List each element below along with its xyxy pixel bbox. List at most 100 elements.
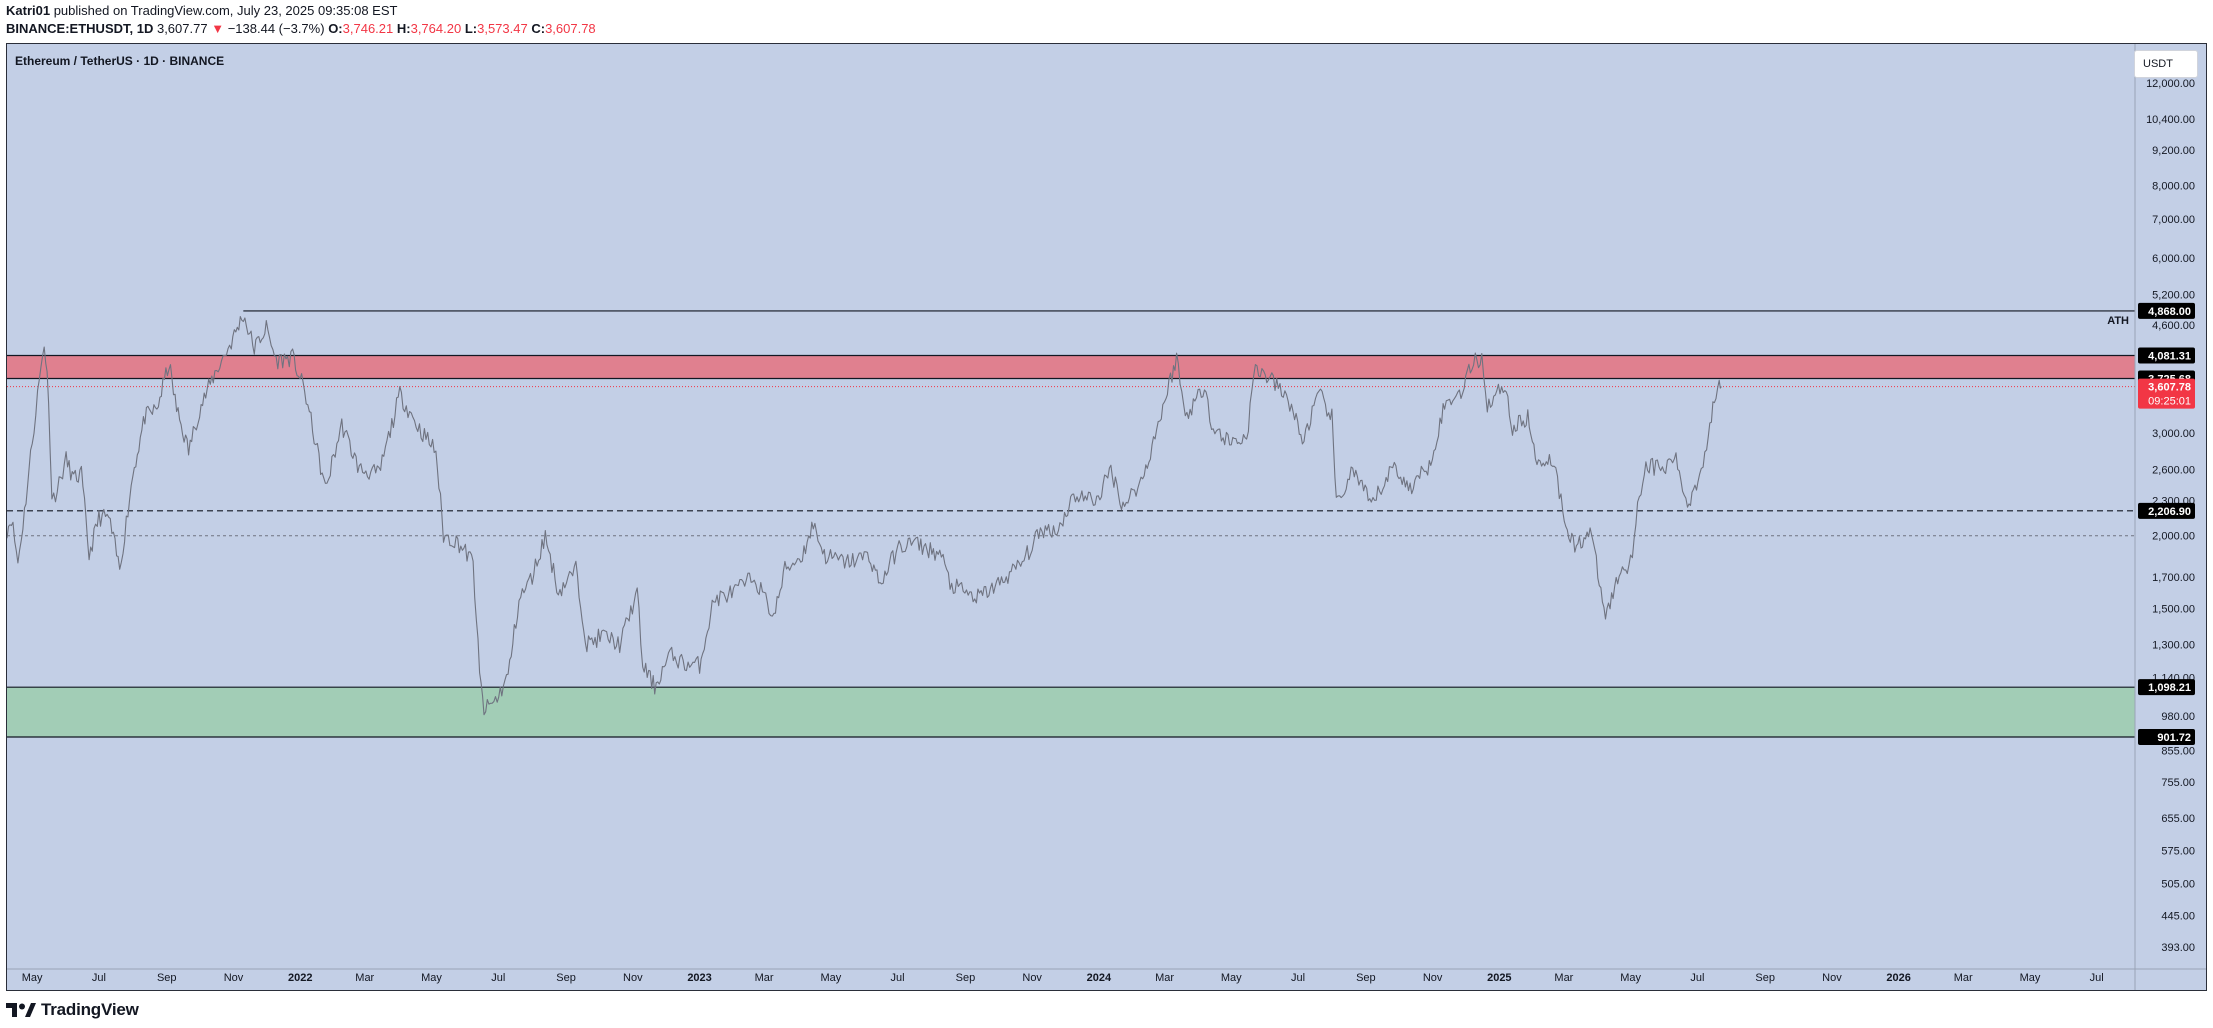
time-tick-label: Sep: [1755, 972, 1775, 984]
publish-header: Katri01 published on TradingView.com, Ju…: [6, 2, 1306, 38]
price-tick-label: 7,000.00: [2152, 214, 2195, 226]
time-tick-label: May: [421, 972, 442, 984]
time-tick-label: Mar: [755, 972, 774, 984]
series-layer: [7, 316, 1722, 716]
levels-layer: ATH: [7, 310, 2135, 738]
price-tick-label: 5,200.00: [2152, 289, 2195, 301]
level-tag-label: 2,206.90: [2148, 506, 2191, 518]
high-label: H:: [396, 21, 411, 36]
ath-annotation: ATH: [2107, 315, 2129, 327]
time-tick-label: Jul: [491, 972, 505, 984]
resistance-zone: [7, 355, 2135, 379]
price-tick-label: 855.00: [2161, 745, 2195, 757]
time-tick-label: Jul: [891, 972, 905, 984]
level-tag: [2138, 679, 2195, 696]
price-change: −138.44 (−3.7%): [227, 21, 325, 36]
time-tick-label: Nov: [224, 972, 244, 984]
down-arrow-icon: ▼: [211, 21, 225, 36]
price-tick-label: 6,000.00: [2152, 253, 2195, 265]
time-tick-label: Sep: [1356, 972, 1376, 984]
price-axis-layer: 12,000.00 10,400.00 9,200.00 8,000.00 7,000.…: [2134, 44, 2195, 990]
time-tick-label: Jul: [2090, 972, 2104, 984]
time-tick-label: Sep: [556, 972, 576, 984]
time-tick-label: Jul: [92, 972, 106, 984]
last-price: 3,607.77: [156, 21, 208, 36]
time-tick-label: Jul: [1690, 972, 1704, 984]
tradingview-logo-text: TradingView: [41, 1000, 139, 1019]
time-tick-label: May: [2020, 972, 2041, 984]
time-tick-label: May: [820, 972, 841, 984]
currency-button[interactable]: USDT: [2134, 50, 2198, 78]
price-tick-label: 980.00: [2161, 711, 2195, 723]
publish-line: Katri01 published on TradingView.com, Ju…: [6, 2, 1306, 20]
support-zone: [7, 687, 2135, 737]
ohlc-line: BINANCE:ETHUSDT, 1D 3,607.77 ▼ −138.44 (…: [6, 20, 1306, 38]
author-name[interactable]: Katri01: [6, 3, 51, 18]
level-tag: [2138, 502, 2195, 519]
close-value: 3,607.78: [545, 21, 596, 36]
price-tick-label: 4,600.00: [2152, 320, 2195, 332]
time-tick-label: Mar: [1155, 972, 1174, 984]
price-tick-label: 9,200.00: [2152, 145, 2195, 157]
time-tick-label: Jul: [1291, 972, 1305, 984]
time-tick-label: Mar: [1954, 972, 1973, 984]
last-price-tag-label: 3,607.78: [2148, 382, 2191, 394]
published-text: published on TradingView.com, July 23, 2…: [53, 3, 398, 18]
time-tick-label: Nov: [1423, 972, 1443, 984]
price-tick-label: 755.00: [2161, 777, 2195, 789]
time-tick-label: 2024: [1087, 972, 1112, 984]
time-tick-label: 2023: [687, 972, 711, 984]
low-label: L:: [464, 21, 478, 36]
time-tick-label: Nov: [1822, 972, 1842, 984]
price-tick-label: 1,300.00: [2152, 640, 2195, 652]
price-tick-label: 393.00: [2161, 942, 2195, 954]
price-tick-label: 1,500.00: [2152, 603, 2195, 615]
level-tag-label: 901.72: [2157, 732, 2191, 744]
level-tag: [2138, 347, 2195, 364]
time-tick-label: Mar: [1554, 972, 1573, 984]
price-tags-layer: 4,868.004,081.313,725.682,206.901,098.21…: [2138, 302, 2195, 745]
close-label: C:: [531, 21, 546, 36]
time-tick-label: May: [22, 972, 43, 984]
time-tick-label: 2022: [288, 972, 312, 984]
level-tag-label: 4,868.00: [2148, 306, 2191, 318]
time-tick-label: 2025: [1487, 972, 1511, 984]
price-tick-label: 3,000.00: [2152, 428, 2195, 440]
time-tick-label: Nov: [623, 972, 643, 984]
price-tick-label: 8,000.00: [2152, 180, 2195, 192]
price-chart[interactable]: ATH 12,000.00 10,400.00 9,200.00 8,000.00 7,…: [7, 44, 2206, 990]
price-tick-label: 505.00: [2161, 878, 2195, 890]
price-tick-label: 10,400.00: [2146, 114, 2195, 126]
ethusdt-price-series: [7, 316, 1722, 716]
chart-title: Ethereum / TetherUS · 1D · BINANCE: [15, 54, 225, 68]
time-tick-label: Sep: [956, 972, 976, 984]
level-tag: [2138, 728, 2195, 745]
price-tick-label: 655.00: [2161, 813, 2195, 825]
price-tick-label: 2,000.00: [2152, 531, 2195, 543]
low-value: 3,573.47: [477, 21, 528, 36]
price-tick-label: 575.00: [2161, 846, 2195, 858]
time-tick-label: 2026: [1886, 972, 1910, 984]
time-tick-label: Sep: [157, 972, 177, 984]
zones-layer: [7, 355, 2135, 737]
tradingview-logo-icon: [6, 1003, 36, 1017]
level-tag-label: 1,098.21: [2148, 682, 2191, 694]
last-price-tag: [2138, 378, 2195, 409]
open-label: O:: [328, 21, 343, 36]
time-axis-layer: May Jul Sep Nov 2022 Mar May Jul Sep Nov 2023 Mar Ma…: [7, 968, 2206, 984]
level-tag-label: 4,081.31: [2148, 350, 2191, 362]
symbol-label: BINANCE:ETHUSDT, 1D: [6, 21, 154, 36]
time-tick-label: May: [1620, 972, 1641, 984]
bar-countdown-label: 09:25:01: [2148, 396, 2191, 408]
time-tick-label: Nov: [1022, 972, 1042, 984]
price-tick-label: 1,700.00: [2152, 572, 2195, 584]
level-tag: [2138, 302, 2195, 319]
open-value: 3,746.21: [342, 21, 394, 36]
chart-area[interactable]: ATH 12,000.00 10,400.00 9,200.00 8,000.00 7,…: [6, 43, 2207, 991]
price-tick-label: 2,600.00: [2152, 464, 2195, 476]
price-tick-label: 12,000.00: [2146, 78, 2195, 90]
high-value: 3,764.20: [410, 21, 462, 36]
time-tick-label: May: [1221, 972, 1242, 984]
tradingview-logo[interactable]: TradingView: [6, 998, 139, 1022]
time-tick-label: Mar: [355, 972, 374, 984]
